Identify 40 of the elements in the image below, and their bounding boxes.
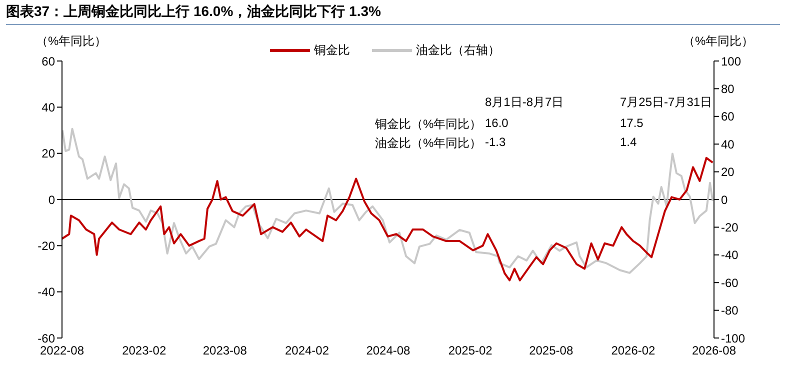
y2-tick-label: -60	[721, 276, 739, 290]
y2-axis-title: （%年同比）	[683, 33, 754, 50]
y2-tick-label: -20	[721, 220, 739, 234]
chart-title: 图表37：上周铜金比同比上行 16.0%，油金比同比下行 1.3%	[6, 3, 381, 21]
y-tick-label: -20	[38, 238, 56, 253]
y2-tick-label: -40	[721, 248, 739, 262]
x-tick-label: 2022-08	[40, 344, 84, 358]
y2-tick-label: 40	[721, 137, 735, 152]
x-tick-label: 2023-02	[122, 344, 166, 358]
x-tick-label: 2025-02	[448, 344, 493, 358]
y2-tick-label: 80	[721, 82, 735, 96]
annotation: -1.3	[485, 135, 506, 149]
y-tick-label: 0	[48, 192, 56, 207]
y-tick-label: -60	[38, 331, 56, 346]
annotation: 铜金比（%年同比）	[375, 116, 482, 133]
y-tick-label: -40	[38, 285, 56, 300]
legend-label: 油金比（右轴）	[416, 42, 500, 59]
y-tick-label: 20	[42, 146, 56, 161]
y-axis-title: （%年同比）	[36, 33, 107, 50]
annotation: 16.0	[485, 116, 508, 130]
annotation: 17.5	[620, 116, 644, 130]
x-tick-label: 2026-08	[692, 344, 736, 358]
annotation: 8月1日-8月7日	[485, 94, 564, 111]
annotation: 1.4	[620, 135, 637, 149]
y2-tick-label: -100	[721, 331, 746, 346]
x-tick-label: 2025-08	[529, 344, 574, 358]
x-tick-label: 2024-02	[284, 344, 330, 358]
legend-label: 铜金比	[314, 42, 350, 59]
x-tick-label: 2026-02	[611, 344, 656, 358]
y2-tick-label: 0	[721, 192, 728, 207]
x-tick-label: 2023-08	[202, 344, 248, 358]
y2-tick-label: 20	[721, 165, 735, 180]
y-tick-label: 40	[42, 100, 56, 114]
y2-tick-label: 60	[721, 110, 735, 124]
y-tick-label: 60	[42, 54, 56, 68]
x-tick-label: 2024-08	[366, 344, 411, 358]
y2-tick-label: -80	[721, 304, 739, 318]
annotation: 油金比（%年同比）	[375, 135, 482, 152]
y2-tick-label: 100	[721, 54, 742, 68]
annotation: 7月25日-7月31日	[620, 94, 712, 111]
